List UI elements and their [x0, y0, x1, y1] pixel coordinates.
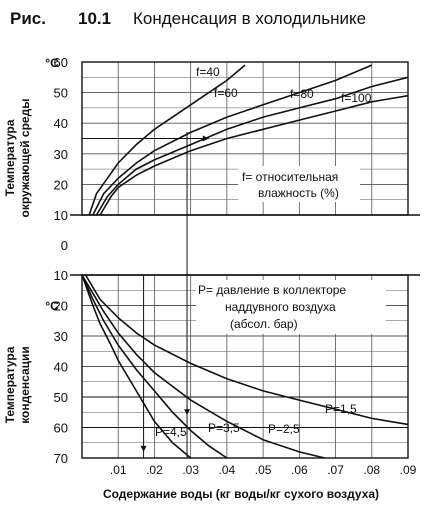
upper-unit-label: °C — [45, 56, 59, 70]
annotation-lower-line2: наддувного воздуха — [225, 300, 336, 314]
x-tick-label: .05 — [255, 463, 272, 477]
y-tick-lower: 50 — [54, 390, 68, 405]
series-label-f=40: f=40 — [196, 65, 220, 79]
panel-frames — [70, 61, 420, 459]
y-tick-upper: 30 — [54, 147, 68, 162]
curve-f=60 — [92, 64, 373, 216]
curve-f=80 — [95, 76, 409, 216]
figure-title: Рис. 10.1 Конденсация в холодильнике — [10, 9, 430, 33]
series-label-P=1,5: P=1,5 — [325, 402, 357, 416]
x-tick-label: .07 — [327, 463, 344, 477]
upper-y-axis-title-line2: окружающей среды — [18, 99, 32, 218]
series-label-f=80: f=80 — [290, 87, 314, 101]
x-tick-label: .08 — [363, 463, 380, 477]
annotation-upper-bg — [238, 166, 360, 202]
y-tick-lower: 40 — [54, 360, 68, 375]
example-arrow-upper — [202, 135, 209, 142]
y-tick-lower: 30 — [54, 329, 68, 344]
curve-f=40 — [88, 64, 246, 216]
lower-y-axis-title-line2: конденсации — [18, 346, 32, 424]
upper-y-axis-title-line1: Температура — [3, 119, 17, 196]
y-tick-lower: 20 — [54, 299, 68, 314]
lower-y-axis-title-line1: Температура — [3, 346, 17, 423]
mid-tick-10-top: 10 — [54, 208, 68, 223]
series-label-f=60: f=60 — [214, 86, 238, 100]
curve-f=100 — [99, 94, 409, 216]
lower-y-axis-title: Температура конденсации — [3, 346, 32, 424]
x-axis-title: Содержание воды (кг воды/кг сухого возду… — [103, 487, 379, 501]
annotation-upper-line2: влажность (%) — [258, 186, 339, 200]
upper-panel-curves — [88, 64, 409, 216]
upper-y-axis-title: Температура окружающей среды — [3, 99, 32, 218]
annotation-lower-line1: P= давление в коллекторе — [198, 283, 346, 297]
x-tick-label: .09 — [400, 463, 417, 477]
lower-panel-curves — [81, 274, 409, 459]
curve-P=4,5 — [81, 274, 192, 459]
x-tick-label: .06 — [291, 463, 308, 477]
example-arrow-down-1 — [140, 445, 147, 452]
figure-title-number: 10.1 — [78, 9, 112, 28]
x-tick-label: .02 — [146, 463, 163, 477]
figure-title-prefix: Рис. — [10, 9, 46, 28]
series-label-P=3,5: P=3,5 — [208, 421, 240, 435]
annotation-lower-bg — [196, 280, 386, 334]
mid-tick-0: 0 — [61, 238, 68, 253]
y-tick-upper: 40 — [54, 116, 68, 131]
series-label-P=4,5: P=4,5 — [155, 425, 187, 439]
axis-tick-labels: 20 30 40 50 60 20 30 40 50 60 70 10 0 10 .01 .02 .03 .04.… — [54, 55, 417, 477]
series-label-P=2,5: P=2,5 — [268, 422, 300, 436]
series-label-f=100: f=100 — [341, 91, 372, 105]
example-lines — [82, 132, 408, 458]
y-tick-upper: 20 — [54, 177, 68, 192]
y-tick-lower: 60 — [54, 421, 68, 436]
y-tick-lower: 70 — [54, 451, 68, 466]
figure-title-text: Конденсация в холодильнике — [133, 9, 367, 28]
curve-P=1,5 — [84, 274, 409, 426]
mid-tick-10-bottom: 10 — [54, 268, 68, 283]
annotation-upper-line1: f= относительная — [242, 170, 338, 184]
x-tick-label: .04 — [219, 463, 236, 477]
x-tick-label: .03 — [182, 463, 199, 477]
lower-unit-label: °C — [45, 299, 59, 313]
annotation-lower-line3: (абсол. бар) — [230, 317, 298, 331]
curve-P=2,5 — [81, 274, 325, 459]
y-tick-upper: 50 — [54, 86, 68, 101]
example-arrow-down-2 — [184, 409, 191, 416]
y-tick-upper: 60 — [54, 55, 68, 70]
curve-P=3,5 — [81, 274, 228, 459]
x-tick-label: .01 — [110, 463, 127, 477]
